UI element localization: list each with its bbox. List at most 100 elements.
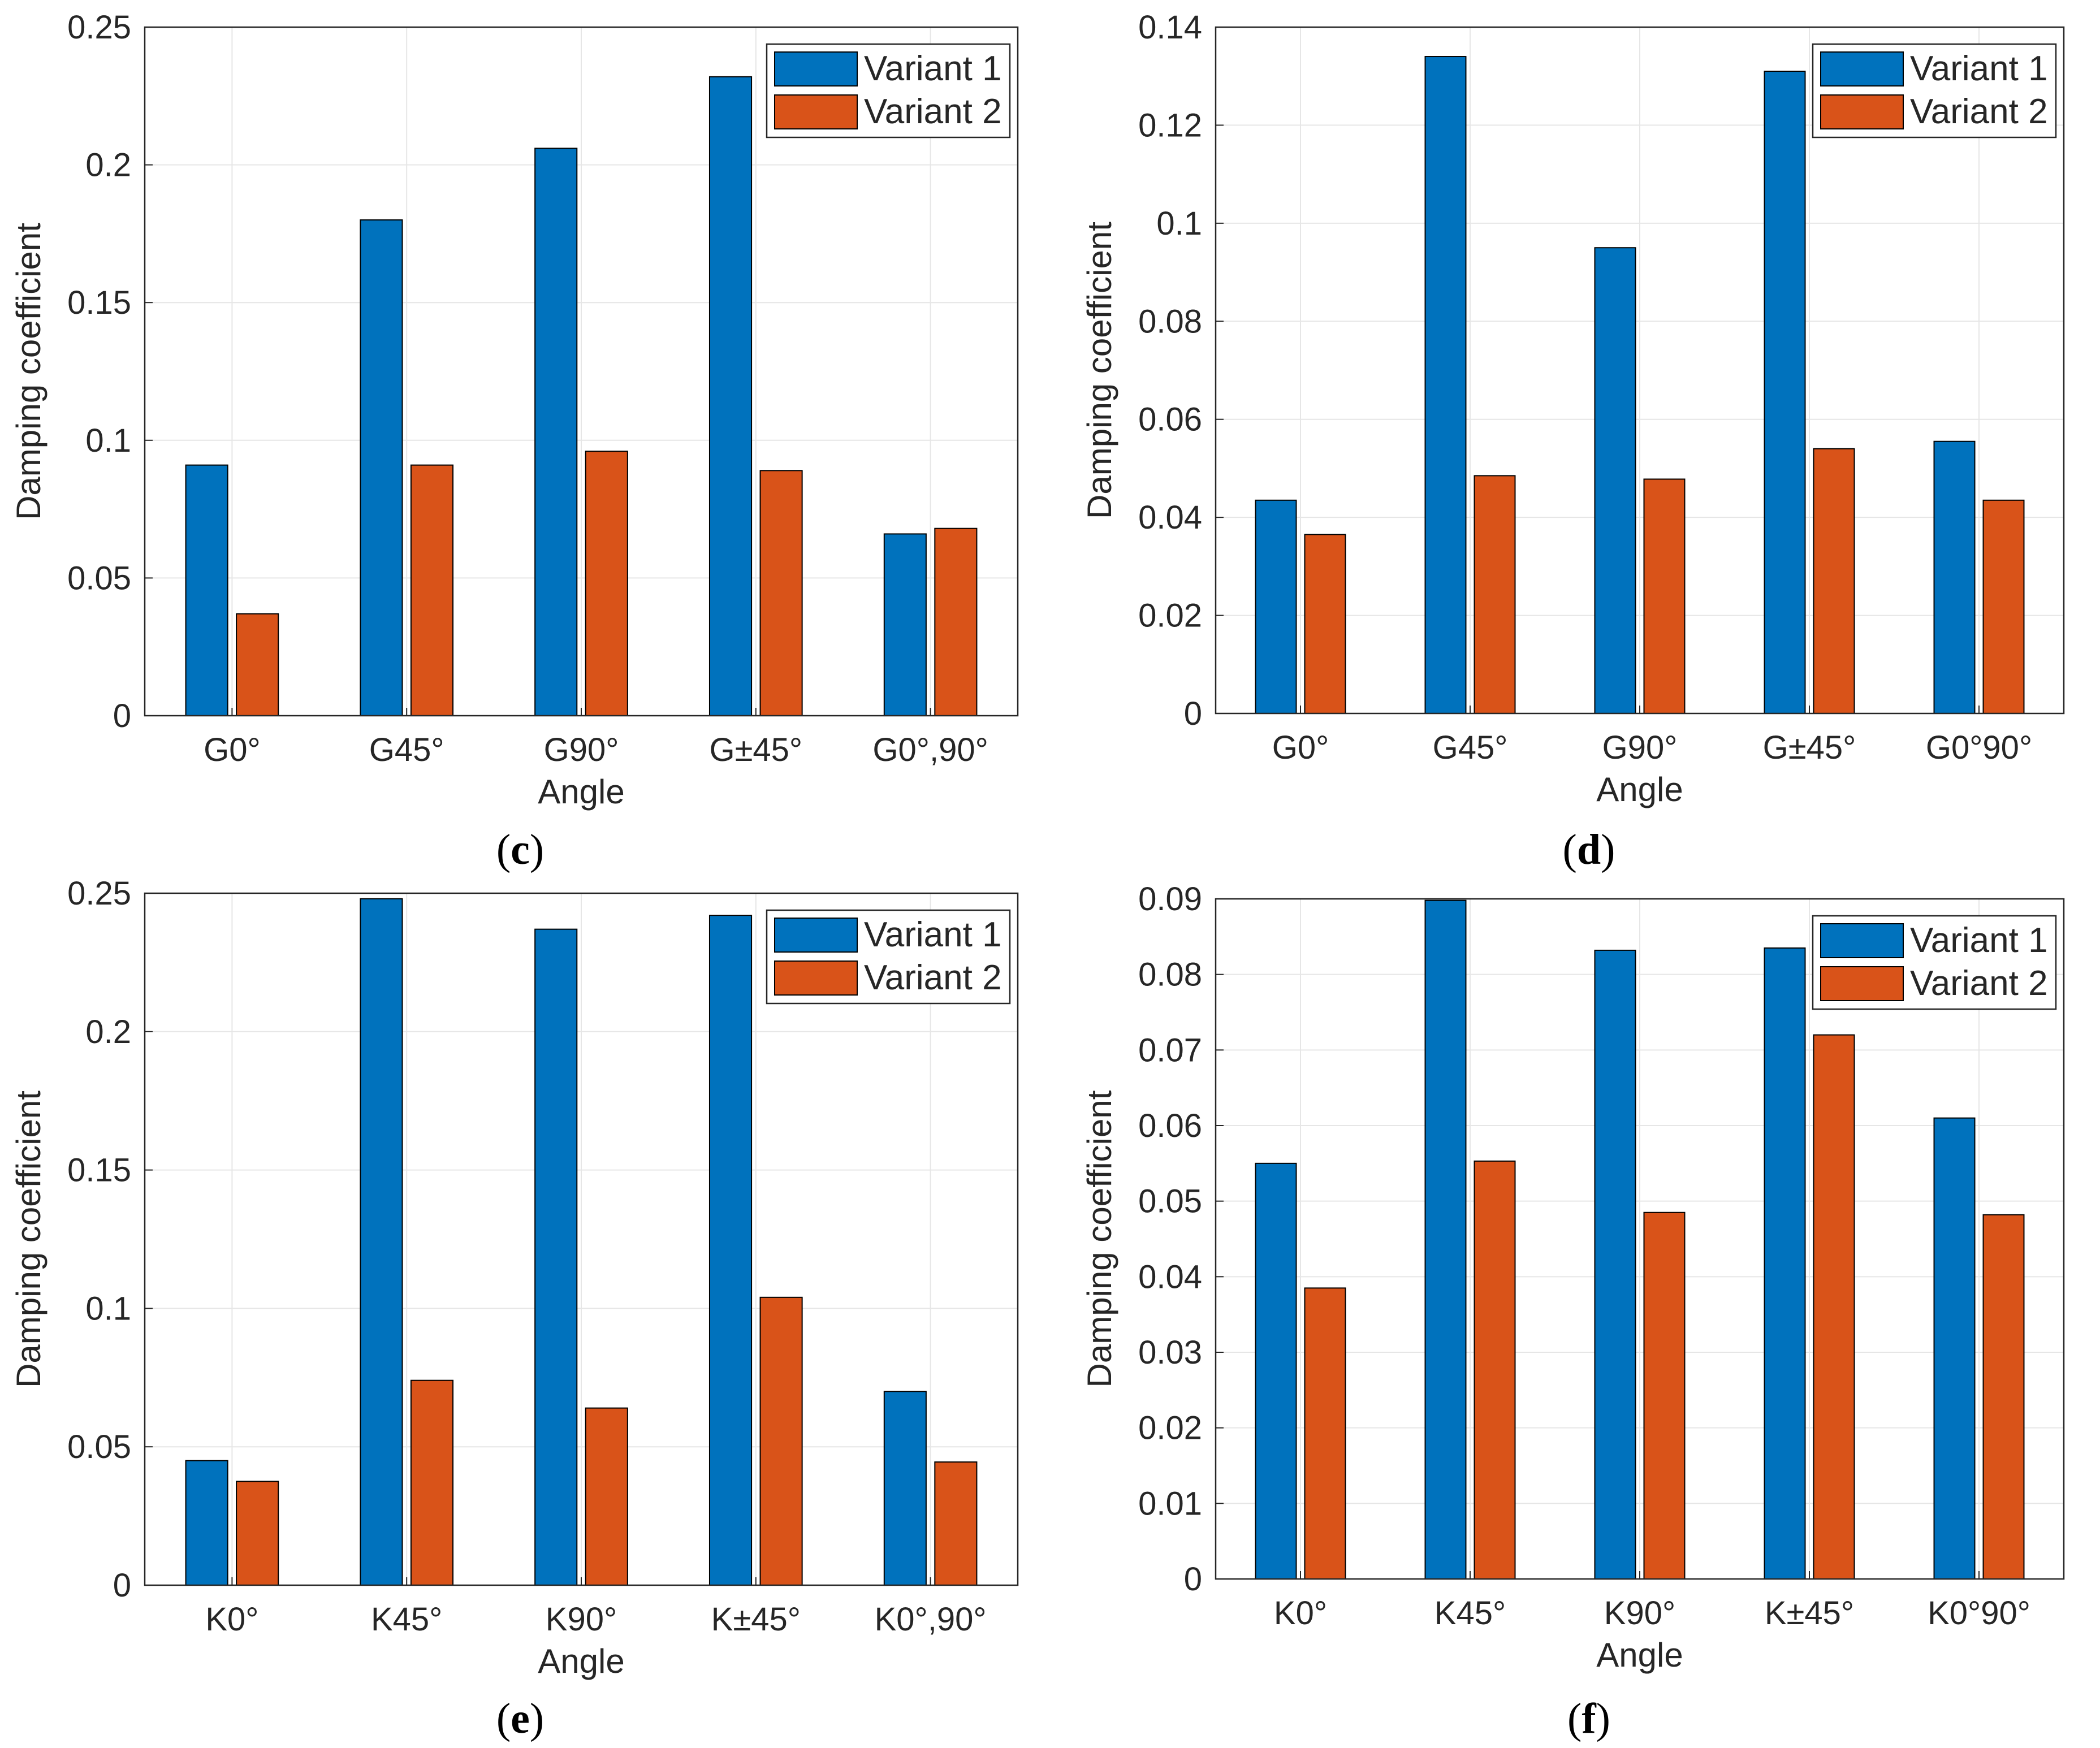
legend-swatch-2 [1820,94,1904,129]
bar-2-K0°90° [1982,1214,2025,1580]
y-axis-label: Damping coefficient [1081,1090,1118,1387]
y-tick-label: 0.25 [67,875,131,912]
bar-2-K±45° [759,1296,803,1586]
legend-swatch-1 [1820,923,1904,958]
y-tick-label: 0.08 [1138,957,1202,993]
bar-1-G45° [360,219,403,717]
y-tick-label: 0.02 [1138,598,1202,634]
panel-label: (c) [496,826,544,873]
x-tick-label: G0° [1272,729,1329,766]
panel-label: (d) [1563,826,1615,873]
y-tick-label: 0.02 [1138,1410,1202,1447]
x-tick-label: G45° [1433,729,1508,766]
bar-1-K45° [1424,899,1467,1580]
x-tick-label: G45° [369,732,444,768]
legend-label-1: Variant 1 [1910,921,2048,960]
bar-2-K0° [236,1481,279,1586]
axes-box [1215,26,2065,715]
legend-label-1: Variant 1 [864,49,1002,88]
x-axis-label: Angle [1596,771,1683,808]
x-tick-label: K±45° [1765,1595,1854,1632]
bar-2-G90° [1643,478,1686,715]
bar-2-G45° [1474,475,1516,715]
x-tick-label: K90° [546,1601,617,1638]
y-axis-label: Damping coefficient [10,223,47,520]
axes-box [144,26,1019,717]
legend: Variant 1 Variant 2 [1812,43,2057,139]
axes-box [1215,898,2065,1580]
bar-2-G±45° [1813,448,1855,714]
x-tick-label: K0°,90° [875,1601,987,1638]
y-tick-label: 0.01 [1138,1485,1202,1522]
y-tick-label: 0 [1184,695,1202,732]
bar-1-G0° [185,464,228,716]
x-tick-label: K0° [1274,1595,1327,1632]
bar-2-G0° [236,613,279,716]
bar-2-G0°90° [1982,499,2025,714]
y-tick-label: 0.05 [67,1429,131,1465]
y-tick-label: 0.1 [85,1290,131,1327]
y-tick-label: 0.07 [1138,1032,1202,1068]
bar-2-K±45° [1813,1034,1855,1580]
legend-label-2: Variant 2 [864,92,1002,131]
bar-2-G0° [1304,534,1346,714]
bar-2-K90° [1643,1212,1686,1580]
bar-2-K0° [1304,1287,1346,1580]
bar-2-K0°,90° [934,1461,978,1586]
bar-1-G90° [1594,247,1636,714]
y-axis-label: Damping coefficient [10,1091,47,1388]
bar-1-G±45° [1764,71,1806,715]
y-tick-label: 0.2 [85,147,131,184]
bar-2-G45° [410,464,454,716]
bar-1-G±45° [708,76,753,716]
y-tick-label: 0.08 [1138,303,1202,340]
bar-1-G0°90° [1933,440,1976,714]
y-tick-label: 0.06 [1138,401,1202,438]
legend-swatch-2 [774,94,858,129]
x-tick-label: K±45° [711,1601,801,1638]
bar-1-K90° [1594,949,1636,1580]
bar-1-G0° [1255,499,1297,714]
chart-panel-1: 0 0.05 0.1 0.15 0.2 0.25 G0° G45° G90° G±45° G0°,9… [10,9,1019,873]
panel-label: (f) [1567,1695,1610,1742]
x-axis-label: Angle [1596,1636,1683,1674]
bar-2-G0°,90° [934,527,978,716]
bar-1-K0° [185,1460,228,1586]
bar-1-K0°90° [1933,1117,1976,1580]
legend-swatch-2 [774,960,858,996]
y-tick-label: 0.06 [1138,1107,1202,1144]
legend: Variant 1 Variant 2 [766,43,1011,139]
x-tick-label: K45° [1434,1595,1506,1632]
y-tick-label: 0.03 [1138,1334,1202,1371]
y-tick-label: 0.14 [1138,9,1202,46]
x-tick-label: G90° [544,732,619,768]
y-tick-label: 0 [113,1567,131,1604]
legend-label-1: Variant 1 [864,915,1002,954]
y-tick-label: 0.1 [1156,205,1202,242]
x-tick-label: G±45° [1763,729,1856,766]
x-tick-label: G0°,90° [872,732,988,768]
y-tick-label: 0.05 [67,560,131,596]
legend-swatch-2 [1820,966,1904,1001]
x-tick-label: G90° [1602,729,1678,766]
bar-2-K90° [585,1407,628,1586]
legend-swatch-1 [1820,51,1904,86]
panels: 0 0.05 0.1 0.15 0.2 0.25 G0° G45° G90° G±45° G0°,9… [10,9,2065,1742]
y-tick-label: 0 [113,698,131,734]
y-tick-label: 0.15 [67,1152,131,1189]
bar-2-K45° [410,1379,454,1586]
y-tick-label: 0.12 [1138,107,1202,144]
legend-swatch-1 [774,51,858,86]
bar-1-K±45° [1764,947,1806,1580]
x-tick-label: K90° [1604,1595,1675,1632]
legend-label-2: Variant 2 [864,958,1002,997]
bar-1-G90° [534,148,578,717]
axes-box [144,892,1019,1586]
x-tick-label: G0°90° [1926,729,2032,766]
bar-1-G0°,90° [883,533,927,716]
y-axis-label: Damping coefficient [1081,222,1118,519]
bar-1-K±45° [708,915,753,1586]
chart-panel-3: 0 0.05 0.1 0.15 0.2 0.25 K0° K45° K90° K±45° K0°,9… [10,875,1019,1742]
bar-1-K0°,90° [883,1391,927,1586]
